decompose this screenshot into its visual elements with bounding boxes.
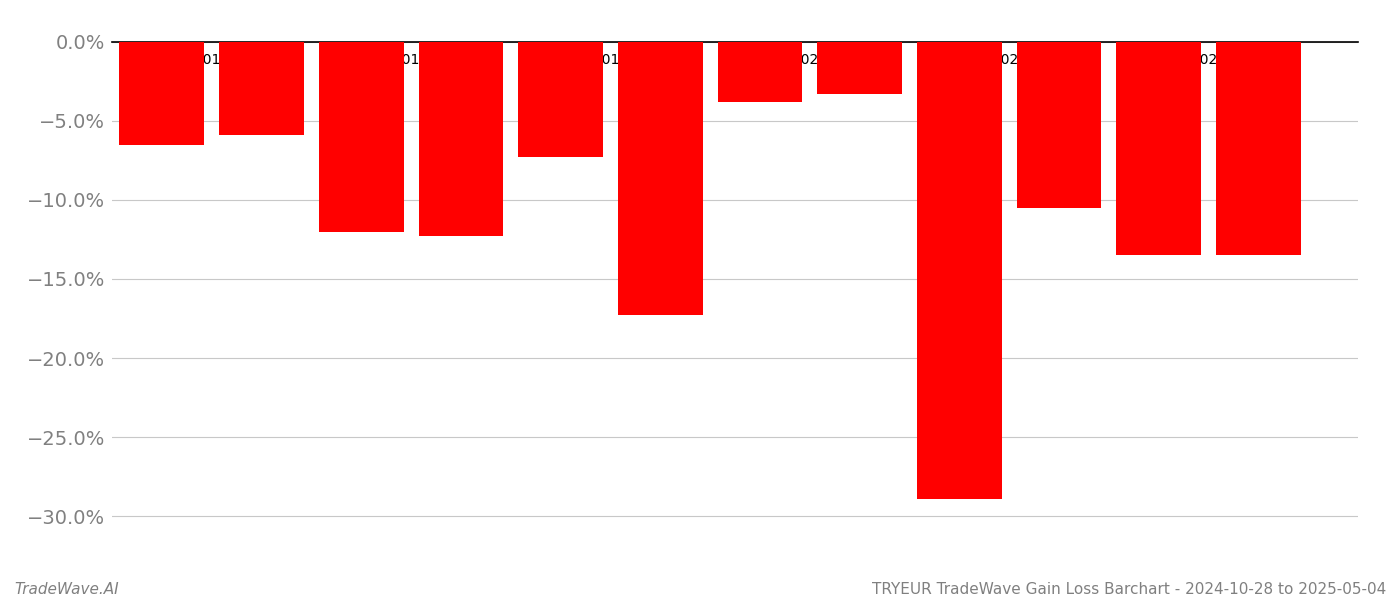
Bar: [617, 42, 703, 316]
Bar: [1016, 42, 1102, 208]
Bar: [818, 42, 902, 94]
Bar: [917, 42, 1001, 499]
Bar: [1116, 42, 1201, 255]
Bar: [319, 42, 403, 232]
Bar: [419, 42, 503, 236]
Bar: [718, 42, 802, 102]
Text: TradeWave.AI: TradeWave.AI: [14, 582, 119, 597]
Text: TRYEUR TradeWave Gain Loss Barchart - 2024-10-28 to 2025-05-04: TRYEUR TradeWave Gain Loss Barchart - 20…: [872, 582, 1386, 597]
Bar: [1217, 42, 1301, 255]
Bar: [220, 42, 304, 135]
Bar: [518, 42, 603, 157]
Bar: [119, 42, 204, 145]
